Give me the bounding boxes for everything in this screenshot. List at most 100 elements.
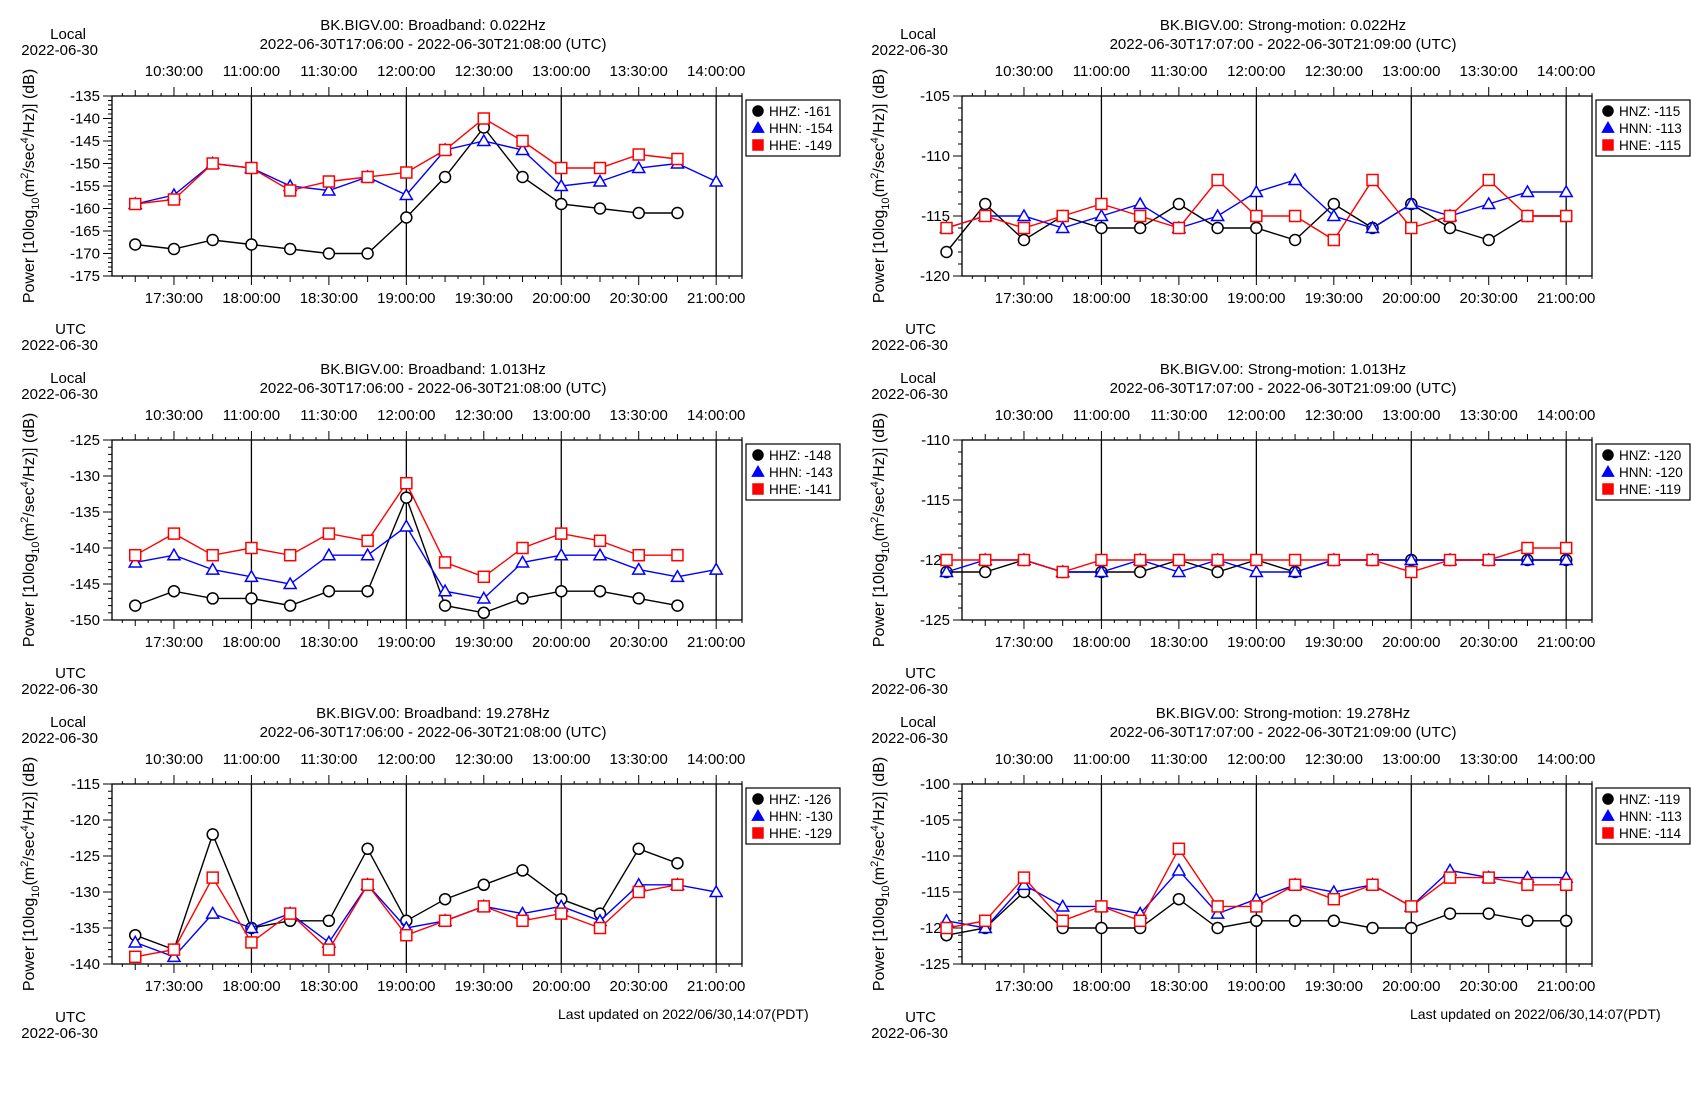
data-point [593, 161, 607, 175]
data-point [632, 842, 645, 856]
series-hhz [128, 121, 684, 260]
chart-subtitle: 2022-06-30T17:06:00 - 2022-06-30T21:08:0… [260, 380, 607, 397]
legend-marker [752, 105, 764, 117]
series-hhe [128, 112, 684, 211]
utc-tick-label: 19:30:00 [455, 290, 513, 307]
data-point [1250, 914, 1263, 928]
data-point [592, 173, 608, 187]
utc-tick-label: 19:00:00 [377, 634, 435, 651]
data-point [127, 934, 143, 948]
y-tick-label: -150 [70, 612, 100, 629]
data-point [400, 211, 413, 224]
utc-tick-label: 20:30:00 [610, 978, 668, 995]
utc-tick-label: 19:00:00 [377, 290, 435, 307]
series-hhz [128, 491, 684, 620]
legend-marker [1602, 793, 1614, 805]
data-point [1287, 172, 1303, 186]
utc-date-label: 2022-06-30 [871, 1025, 948, 1042]
data-point [516, 864, 529, 877]
legend-entry: HHE: -141 [769, 482, 832, 497]
data-point [167, 943, 181, 956]
utc-tick-label: 18:00:00 [222, 978, 280, 995]
utc-tick-label: 18:00:00 [222, 634, 280, 651]
data-point [1405, 221, 1418, 235]
data-point [1559, 914, 1573, 928]
chart-subtitle: 2022-06-30T17:06:00 - 2022-06-30T21:08:0… [260, 724, 607, 741]
data-point [1133, 209, 1147, 223]
data-point [477, 900, 491, 913]
y-tick-label: -110 [921, 848, 950, 865]
chart-panel: BK.BIGV.00: Strong-motion: 19.278Hz 2022-… [869, 705, 1691, 1042]
utc-date-label: 2022-06-30 [21, 1025, 98, 1042]
series-hne [940, 173, 1573, 247]
y-tick-label: -110 [921, 432, 950, 449]
data-point [708, 562, 724, 575]
data-point [978, 914, 992, 928]
data-point [1481, 196, 1497, 210]
legend-marker [752, 139, 764, 151]
chart-panel: BK.BIGV.00: Broadband: 0.022Hz 2022-06-30… [19, 17, 841, 354]
series-line [135, 140, 717, 205]
data-point [1521, 878, 1534, 892]
data-point [1443, 871, 1457, 884]
local-tick-label: 13:30:00 [610, 751, 668, 768]
data-point [1327, 553, 1341, 567]
local-tick-label: 13:00:00 [1382, 751, 1440, 768]
data-point [400, 928, 413, 942]
data-point [671, 878, 684, 892]
data-point [205, 906, 221, 919]
local-tick-label: 11:30:00 [1150, 63, 1207, 80]
data-point [361, 584, 374, 598]
data-point [555, 527, 568, 540]
local-tick-label: 11:00:00 [223, 407, 280, 424]
local-date-label: 2022-06-30 [21, 386, 98, 403]
data-point [283, 548, 297, 562]
utc-label: UTC [905, 1009, 936, 1026]
utc-label: UTC [55, 321, 86, 338]
utc-date-label: 2022-06-30 [871, 681, 948, 698]
utc-tick-label: 18:30:00 [300, 978, 358, 995]
data-point [978, 553, 992, 567]
utc-date-label: 2022-06-30 [871, 337, 948, 354]
data-point [1056, 914, 1069, 928]
data-point [205, 562, 221, 575]
series-hne [940, 842, 1573, 935]
y-tick-label: -160 [70, 201, 100, 218]
data-point [631, 562, 647, 575]
data-point [1095, 921, 1108, 935]
data-point [361, 170, 374, 184]
y-tick-label: -115 [921, 884, 950, 901]
data-point [1211, 221, 1224, 235]
data-point [206, 592, 219, 605]
data-point [1405, 900, 1418, 913]
data-point [206, 157, 219, 170]
data-point [1250, 209, 1263, 223]
utc-tick-label: 17:30:00 [995, 290, 1053, 307]
data-point [1095, 900, 1108, 913]
data-point [322, 584, 336, 598]
data-point [632, 148, 645, 161]
local-tick-label: 13:00:00 [532, 751, 590, 768]
utc-tick-label: 20:30:00 [610, 634, 668, 651]
data-point [167, 584, 181, 598]
y-axis-label: Power [10log10(m2/sec4/Hz)] (dB) [869, 69, 892, 303]
data-point [1327, 197, 1341, 211]
data-point [670, 569, 685, 583]
data-point [322, 914, 336, 928]
local-tick-label: 12:00:00 [1227, 751, 1285, 768]
data-point [438, 143, 452, 157]
utc-tick-label: 20:30:00 [1460, 634, 1518, 651]
legend-marker [752, 449, 764, 461]
data-point [977, 920, 993, 934]
data-point [128, 950, 142, 964]
y-tick-label: -115 [921, 492, 950, 509]
local-tick-label: 12:00:00 [1227, 407, 1285, 424]
utc-tick-label: 21:00:00 [1537, 634, 1595, 651]
data-point [1288, 553, 1302, 567]
legend-marker [752, 793, 764, 805]
legend-entry: HNE: -114 [1619, 826, 1682, 841]
data-point [166, 949, 182, 963]
data-point [1559, 209, 1573, 223]
y-tick-label: -105 [920, 88, 950, 105]
y-tick-label: -120 [920, 268, 950, 285]
